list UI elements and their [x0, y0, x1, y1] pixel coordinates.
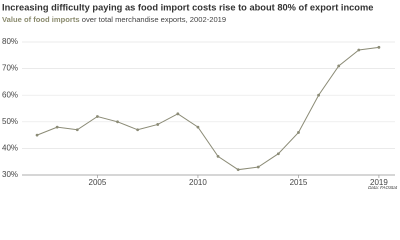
chart: Increasing difficulty paying as food imp… [2, 2, 398, 190]
x-tick-label: 2019 [370, 178, 388, 187]
data-point [216, 154, 220, 158]
data-point [256, 165, 260, 169]
chart-title: Increasing difficulty paying as food imp… [2, 2, 373, 12]
data-point [35, 133, 39, 137]
x-tick-label: 2005 [89, 178, 107, 187]
data-point [75, 128, 79, 132]
y-tick-label: 80% [2, 37, 18, 46]
data-point [297, 131, 300, 134]
y-tick-label: 30% [2, 170, 18, 179]
subtitle-text: over total merchandise exports, 2002-201… [80, 15, 226, 24]
y-tick-label: 40% [2, 144, 18, 153]
data-point [236, 168, 240, 172]
x-tick-label: 2010 [189, 178, 207, 187]
data-point [116, 120, 119, 124]
data-point [136, 128, 140, 132]
data-point [317, 93, 320, 97]
subtitle-highlight: Value of food imports [2, 15, 80, 24]
y-tick-label: 60% [2, 90, 18, 99]
source-note: Data: FAOStat [368, 185, 398, 190]
data-line [36, 46, 379, 171]
data-point [96, 115, 99, 118]
data-point [55, 125, 59, 129]
x-tick-label: 2015 [290, 178, 308, 187]
data-point [357, 48, 361, 52]
data-point [156, 123, 160, 126]
data-point [196, 125, 200, 129]
data-point [176, 112, 180, 116]
data-point [337, 64, 341, 68]
y-tick-label: 50% [2, 117, 18, 126]
chart-subtitle: Value of food imports over total merchan… [2, 15, 226, 24]
data-point [377, 45, 381, 49]
y-tick-label: 70% [2, 64, 18, 73]
data-point [276, 152, 280, 156]
